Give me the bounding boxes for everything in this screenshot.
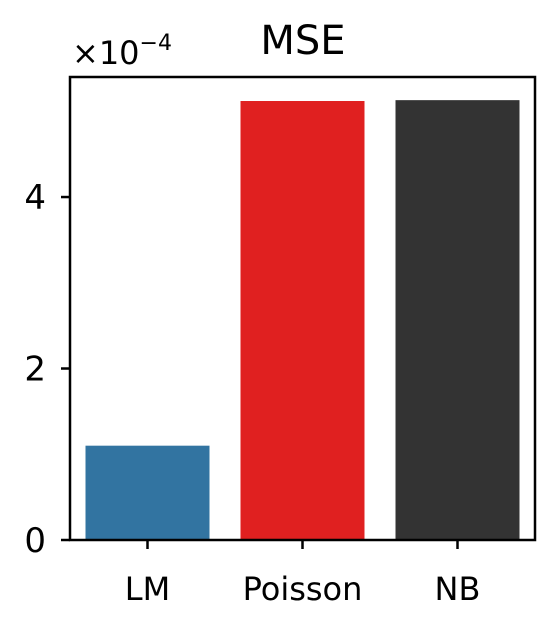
y-axis-ticks: 0 2 4 xyxy=(24,178,70,561)
y-tick-label: 2 xyxy=(24,350,46,390)
bar-nb xyxy=(395,100,520,541)
y-tick-label: 0 xyxy=(24,521,46,561)
chart-title: MSE xyxy=(260,18,345,64)
x-tick-label: Poisson xyxy=(243,570,363,608)
y-tick-label: 4 xyxy=(24,178,46,218)
x-tick-label: LM xyxy=(125,570,170,608)
bar-lm xyxy=(85,445,210,540)
y-axis-offset-exponent: −4 xyxy=(140,31,172,56)
x-axis-ticks: LM Poisson NB xyxy=(125,540,481,608)
y-axis-offset-label: ×10−4 xyxy=(72,31,172,72)
x-tick-label: NB xyxy=(435,570,481,608)
bar-poisson xyxy=(240,101,365,540)
plot-frame xyxy=(68,75,537,542)
bars-group xyxy=(85,100,520,541)
y-axis-offset-prefix: ×10 xyxy=(72,34,140,72)
